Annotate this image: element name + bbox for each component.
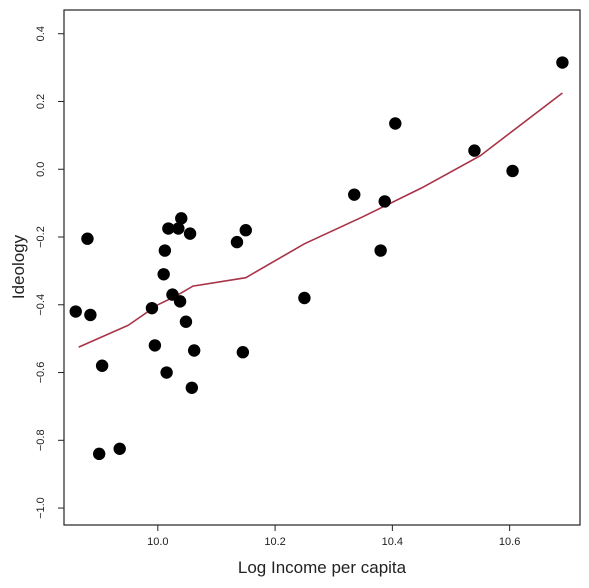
data-point bbox=[95, 359, 109, 372]
plot-frame bbox=[63, 9, 581, 526]
data-point bbox=[92, 447, 106, 461]
data-point bbox=[162, 222, 175, 235]
data-point bbox=[506, 164, 519, 178]
data-point bbox=[230, 235, 244, 249]
y-axis-title: Ideology bbox=[9, 234, 28, 299]
y-tick-label: −0.4 bbox=[35, 294, 47, 316]
x-tick-label: 10.2 bbox=[264, 536, 285, 548]
data-point bbox=[113, 442, 126, 455]
data-point bbox=[69, 305, 82, 318]
data-point bbox=[348, 188, 361, 201]
data-point bbox=[84, 308, 97, 322]
data-point bbox=[160, 366, 173, 379]
data-point bbox=[179, 315, 193, 328]
data-point bbox=[468, 144, 481, 157]
data-points bbox=[69, 56, 569, 461]
data-point bbox=[374, 244, 387, 257]
data-point bbox=[378, 195, 391, 208]
x-axis-title: Log Income per capita bbox=[238, 558, 407, 577]
data-point bbox=[172, 222, 185, 235]
data-point bbox=[236, 346, 250, 359]
y-tick-label: 0.4 bbox=[35, 26, 47, 41]
data-point bbox=[158, 244, 172, 257]
y-axis: 0.4 0.2 0.0 −0.2 −0.4 −0.6 −0.8 −1.0 bbox=[35, 26, 64, 519]
data-point bbox=[187, 344, 201, 357]
x-tick-label: 10.6 bbox=[499, 536, 520, 548]
x-tick-label: 10.4 bbox=[382, 536, 403, 548]
x-tick-label: 10.0 bbox=[147, 536, 168, 548]
y-tick-label: 0.0 bbox=[35, 162, 47, 177]
data-point bbox=[81, 232, 94, 245]
data-point bbox=[145, 301, 159, 315]
y-tick-label: 0.2 bbox=[35, 94, 47, 109]
data-point bbox=[556, 56, 569, 69]
data-point bbox=[239, 224, 252, 237]
data-point bbox=[175, 212, 188, 225]
data-point bbox=[185, 381, 199, 394]
data-point bbox=[148, 339, 162, 352]
y-tick-label: −1.0 bbox=[35, 497, 47, 519]
x-axis: 10.0 10.2 10.4 10.6 bbox=[147, 525, 520, 548]
y-tick-label: −0.6 bbox=[35, 362, 47, 384]
data-point bbox=[157, 268, 170, 281]
y-tick-label: −0.2 bbox=[35, 226, 47, 248]
data-point bbox=[173, 295, 187, 308]
y-tick-label: −0.8 bbox=[35, 429, 47, 451]
data-point bbox=[183, 227, 197, 240]
data-point bbox=[389, 117, 402, 130]
data-point bbox=[298, 291, 311, 305]
